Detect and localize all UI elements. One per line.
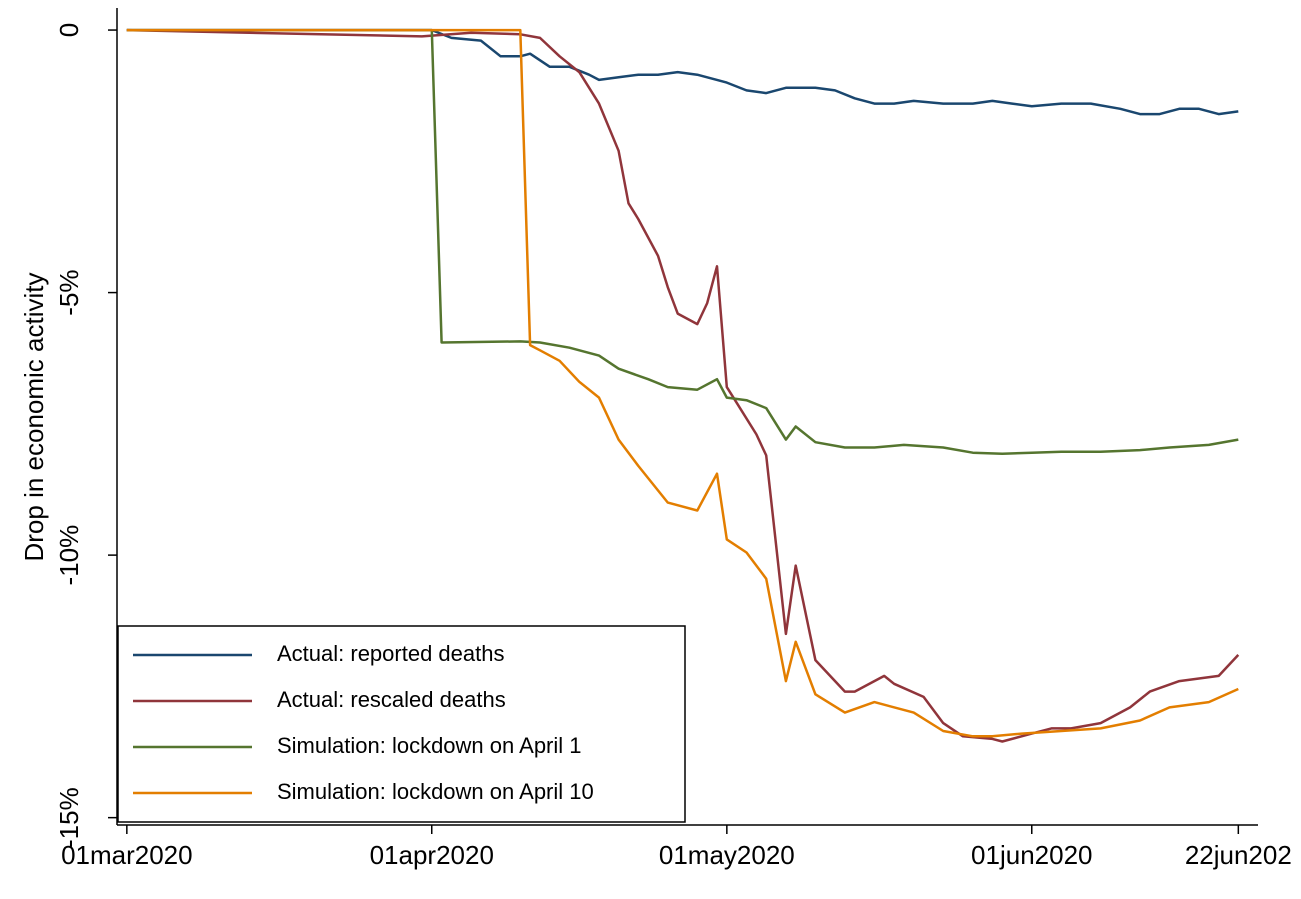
y-tick-label: -5% xyxy=(54,269,84,315)
series-line xyxy=(126,28,1239,116)
legend-label: Actual: rescaled deaths xyxy=(277,687,506,712)
legend-label: Simulation: lockdown on April 10 xyxy=(277,779,594,804)
legend-label: Actual: reported deaths xyxy=(277,641,504,666)
y-tick-label: -10% xyxy=(54,525,84,586)
y-tick-label: -15% xyxy=(54,787,84,848)
series-line xyxy=(126,28,1239,456)
y-axis-title: Drop in economic activity xyxy=(19,273,49,562)
series-line xyxy=(126,28,1240,743)
x-tick-label: 01jun2020 xyxy=(971,840,1092,870)
x-tick-label: 22jun202 xyxy=(1185,840,1292,870)
x-tick-label: 01may2020 xyxy=(659,840,795,870)
x-tick-label: 01mar2020 xyxy=(61,840,193,870)
y-tick-label: 0 xyxy=(54,23,84,37)
legend-label: Simulation: lockdown on April 1 xyxy=(277,733,582,758)
legend-box xyxy=(117,625,686,823)
series-line xyxy=(126,28,1239,738)
x-tick-label: 01apr2020 xyxy=(370,840,494,870)
